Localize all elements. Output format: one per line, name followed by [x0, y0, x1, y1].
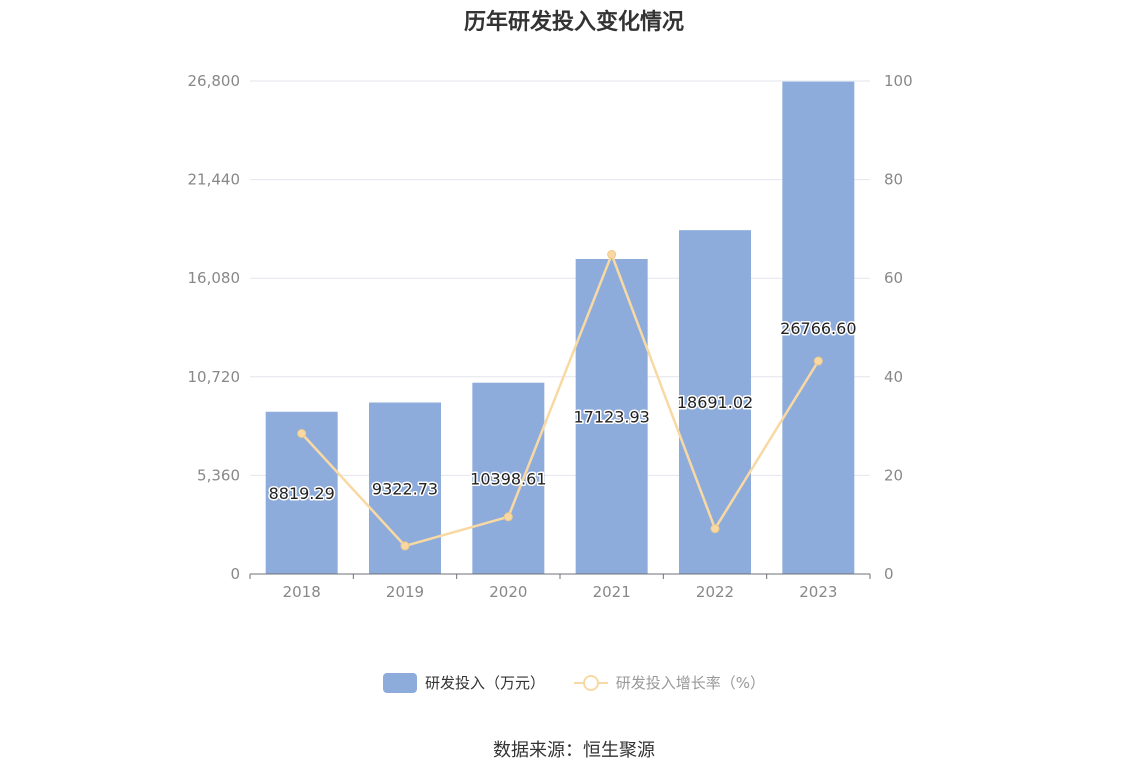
line-series — [297, 250, 823, 551]
data-source-note: 数据来源：恒生聚源 — [493, 740, 655, 761]
y-left-tick-label: 26,800 — [188, 72, 241, 90]
y-right-tick-label: 40 — [884, 368, 903, 386]
legend-item-growth-rate[interactable]: 研发投入增长率（%） — [573, 672, 766, 693]
x-tick-label-2020: 2020 — [489, 583, 527, 601]
y-left-tick-label: 5,360 — [197, 466, 240, 484]
bar-value-label-2021: 17123.93 — [573, 407, 649, 426]
growth-point-2019 — [400, 541, 410, 551]
x-tick-label-2019: 2019 — [386, 583, 424, 601]
y-left-tick-label: 10,720 — [188, 368, 241, 386]
x-tick-label-2023: 2023 — [799, 583, 837, 601]
growth-point-2021 — [607, 250, 617, 260]
bar-series — [265, 81, 855, 574]
y-right-tick-label: 0 — [884, 565, 894, 583]
growth-point-2023 — [813, 356, 823, 366]
bar-value-label-2020: 10398.61 — [470, 469, 546, 488]
growth-point-2018 — [297, 428, 307, 438]
legend: 研发投入（万元） 研发投入增长率（%） — [0, 672, 1148, 697]
y-left-tick-label: 0 — [230, 565, 240, 583]
y-right-tick-label: 80 — [884, 171, 903, 189]
x-tick-label-2022: 2022 — [696, 583, 734, 601]
growth-point-2020 — [503, 512, 513, 522]
bar-2023 — [782, 81, 855, 574]
bar-2022 — [679, 230, 751, 574]
growth-rate-line — [300, 253, 820, 548]
bar-value-label-2019: 9322.73 — [372, 479, 438, 498]
legend-bar-swatch — [382, 672, 417, 693]
y-left-tick-label: 21,440 — [188, 171, 241, 189]
bar-2020 — [472, 382, 545, 574]
x-tick-label-2021: 2021 — [593, 583, 631, 601]
growth-point-2022 — [710, 524, 720, 534]
bar-2018 — [265, 411, 338, 574]
axes: 0 5,360 10,720 16,080 21,440 26,800 0 20 40 60 80 1… — [188, 72, 913, 601]
legend-label-growth-rate: 研发投入增长率（%） — [615, 674, 766, 692]
legend-label-rd-investment: 研发投入（万元） — [424, 674, 545, 692]
chart-title: 历年研发投入变化情况 — [463, 10, 684, 35]
legend-item-rd-investment[interactable]: 研发投入（万元） — [382, 672, 545, 693]
bar-value-label-2022: 18691.02 — [677, 393, 753, 412]
y-right-tick-label: 20 — [884, 466, 903, 484]
y-right-tick-label: 60 — [884, 269, 903, 287]
y-left-tick-label: 16,080 — [188, 269, 241, 287]
grid-lines — [250, 80, 870, 476]
bar-value-label-2023: 26766.60 — [780, 319, 856, 338]
y-right-tick-label: 100 — [884, 72, 913, 90]
data-labels: 8819.29 9322.73 10398.61 17123.93 18691.02 26… — [267, 317, 858, 504]
x-tick-label-2018: 2018 — [283, 583, 321, 601]
bar-value-label-2018: 8819.29 — [269, 484, 335, 503]
legend-line-swatch — [573, 673, 608, 693]
bar-2021 — [575, 258, 648, 574]
